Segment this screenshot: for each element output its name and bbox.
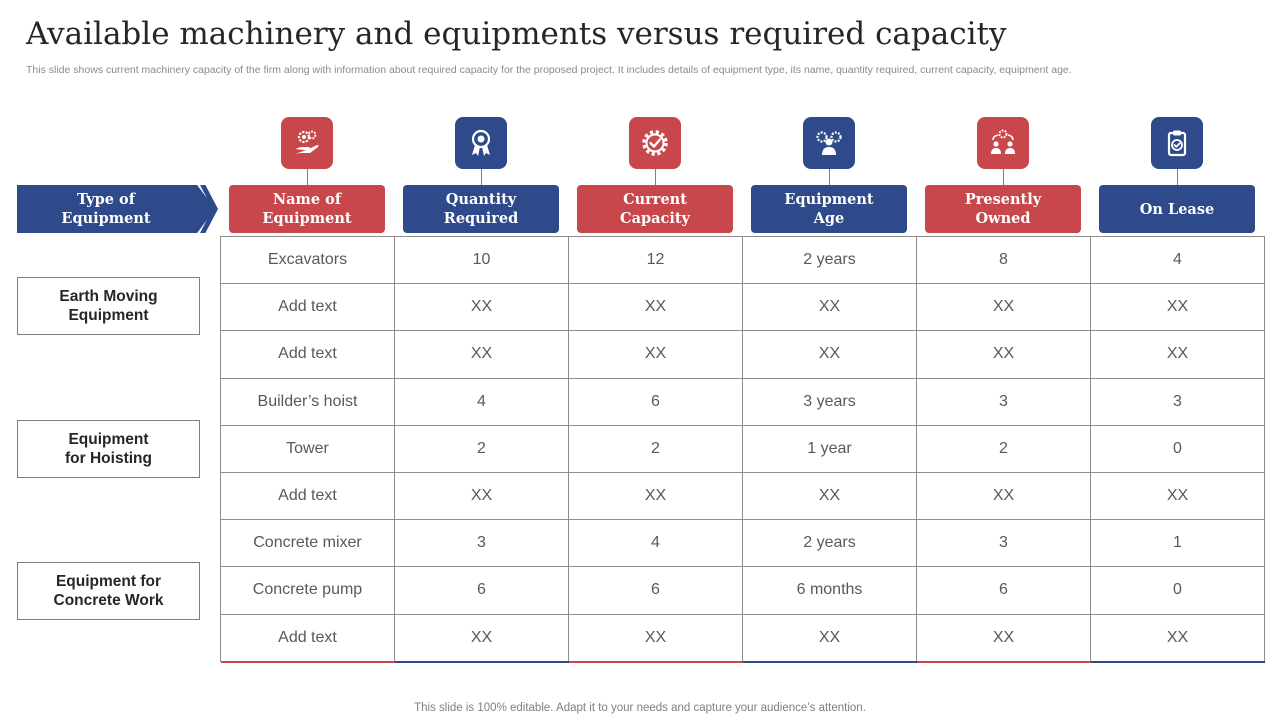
equipment-table: Excavators 10 12 2 years 8 4 Add text XX…	[220, 235, 1265, 662]
type-of-equipment-header: Type of Equipment	[17, 185, 215, 233]
table-cell: 1 year	[742, 424, 917, 473]
category-hoisting: Equipment for Hoisting	[17, 420, 200, 478]
table-cell: XX	[568, 283, 743, 332]
table-cell: XX	[568, 330, 743, 379]
table-cell: 6 months	[742, 566, 917, 615]
column-accent-line	[917, 661, 1091, 663]
table-cell: 3	[1090, 377, 1265, 426]
table-cell: 4	[394, 377, 569, 426]
table-cell: 2	[394, 424, 569, 473]
table-cell: 1	[1090, 519, 1265, 568]
gear-check-icon	[629, 117, 681, 169]
table-cell: 0	[1090, 424, 1265, 473]
table-cell: Concrete pump	[220, 566, 395, 615]
column-accent-line	[569, 661, 743, 663]
table-cell: XX	[742, 283, 917, 332]
table-cell: XX	[742, 471, 917, 521]
category-label: Equipment for Concrete Work	[53, 573, 164, 609]
clipboard-check-icon	[1151, 117, 1203, 169]
table-row: Add text XX XX XX XX XX	[220, 330, 1265, 379]
table-cell: 0	[1090, 566, 1265, 615]
table-cell: XX	[916, 283, 1091, 332]
category-label: Earth Moving Equipment	[59, 288, 158, 324]
table-cell: 4	[1090, 235, 1265, 285]
table-row: Builder’s hoist 4 6 3 years 3 3	[220, 377, 1265, 426]
category-earth-moving: Earth Moving Equipment	[17, 277, 200, 335]
table-cell: Tower	[220, 424, 395, 473]
table-cell: Excavators	[220, 235, 395, 285]
table-cell: 3	[916, 377, 1091, 426]
col-header-current-capacity: Current Capacity	[577, 185, 733, 233]
table-cell: XX	[568, 471, 743, 521]
table-cell: 2	[916, 424, 1091, 473]
table-row: Add text XX XX XX XX XX	[220, 613, 1265, 662]
table-cell: Add text	[220, 283, 395, 332]
table-cell: XX	[394, 330, 569, 379]
column-accent-line	[395, 661, 569, 663]
category-concrete-work: Equipment for Concrete Work	[17, 562, 200, 620]
col-header-on-lease: On Lease	[1099, 185, 1255, 233]
table-cell: XX	[394, 471, 569, 521]
table-cell: XX	[916, 613, 1091, 662]
table-cell: 8	[916, 235, 1091, 285]
table-row: Add text XX XX XX XX XX	[220, 283, 1265, 332]
table-cell: Builder’s hoist	[220, 377, 395, 426]
table-row: Concrete mixer 3 4 2 years 3 1	[220, 519, 1265, 568]
table-cell: XX	[742, 330, 917, 379]
type-of-equipment-label: Type of Equipment	[61, 191, 151, 227]
table-cell: 4	[568, 519, 743, 568]
table-cell: Add text	[220, 330, 395, 379]
col-header-equipment-age: Equipment Age	[751, 185, 907, 233]
table-cell: Add text	[220, 613, 395, 662]
column-accent-line	[743, 661, 917, 663]
column-accent-line	[221, 661, 395, 663]
table-row: Tower 2 2 1 year 2 0	[220, 424, 1265, 473]
table-cell: 6	[916, 566, 1091, 615]
connector-line	[1177, 169, 1178, 185]
table-cell: XX	[1090, 283, 1265, 332]
table-row: Add text XX XX XX XX XX	[220, 471, 1265, 521]
hand-gears-icon	[281, 117, 333, 169]
category-label: Equipment for Hoisting	[65, 431, 152, 467]
table-cell: 3	[916, 519, 1091, 568]
footer-note: This slide is 100% editable. Adapt it to…	[414, 702, 866, 714]
connector-line	[307, 169, 308, 185]
table-cell: 6	[568, 377, 743, 426]
table-cell: XX	[1090, 330, 1265, 379]
table-cell: Concrete mixer	[220, 519, 395, 568]
table-cell: 6	[394, 566, 569, 615]
connector-line	[655, 169, 656, 185]
table-cell: 3	[394, 519, 569, 568]
col-header-presently-owned: Presently Owned	[925, 185, 1081, 233]
connector-line	[481, 169, 482, 185]
table-cell: 10	[394, 235, 569, 285]
connector-line	[1003, 169, 1004, 185]
page-title: Available machinery and equipments versu…	[26, 16, 1007, 52]
col-header-name-of-equipment: Name of Equipment	[229, 185, 385, 233]
table-cell: 2 years	[742, 519, 917, 568]
team-gears-icon	[803, 117, 855, 169]
connector-line	[829, 169, 830, 185]
table-cell: 12	[568, 235, 743, 285]
table-cell: XX	[916, 471, 1091, 521]
table-cell: 3 years	[742, 377, 917, 426]
people-process-icon	[977, 117, 1029, 169]
table-row: Concrete pump 6 6 6 months 6 0	[220, 566, 1265, 615]
table-cell: XX	[394, 613, 569, 662]
table-cell: XX	[1090, 471, 1265, 521]
table-cell: XX	[1090, 613, 1265, 662]
table-cell: XX	[394, 283, 569, 332]
award-ribbon-icon	[455, 117, 507, 169]
table-cell: XX	[742, 613, 917, 662]
table-cell: 2 years	[742, 235, 917, 285]
col-header-quantity-required: Quantity Required	[403, 185, 559, 233]
table-cell: Add text	[220, 471, 395, 521]
table-cell: XX	[568, 613, 743, 662]
table-cell: 6	[568, 566, 743, 615]
table-row: Excavators 10 12 2 years 8 4	[220, 235, 1265, 285]
table-cell: XX	[916, 330, 1091, 379]
table-cell: 2	[568, 424, 743, 473]
page-subtitle: This slide shows current machinery capac…	[26, 64, 1072, 76]
column-accent-line	[1091, 661, 1265, 663]
